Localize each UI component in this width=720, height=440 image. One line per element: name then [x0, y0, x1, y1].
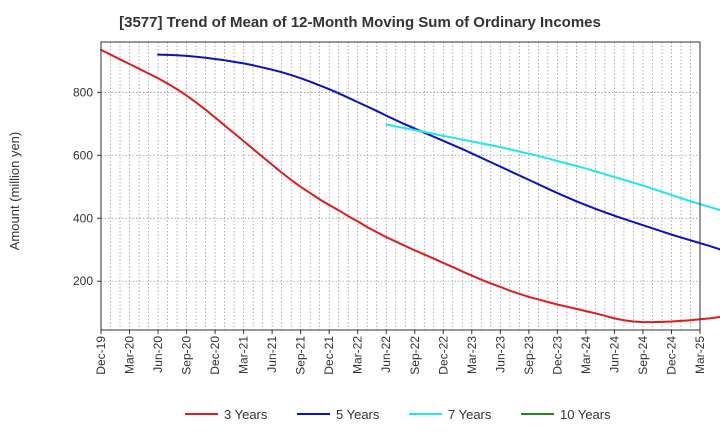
x-tick-label: Mar-20	[123, 336, 137, 374]
x-tick-label: Dec-23	[550, 336, 564, 375]
grid-layer	[101, 42, 700, 330]
y-tick-label: 600	[73, 148, 93, 162]
y-tick-label: 800	[73, 85, 93, 99]
x-tick-label: Dec-24	[664, 336, 678, 375]
y-tick-label: 200	[73, 274, 93, 288]
x-tick-label: Jun-24	[607, 336, 621, 373]
x-tick-label: Jun-20	[151, 336, 165, 373]
x-tick-label: Dec-22	[436, 336, 450, 375]
x-tick-label: Sep-24	[636, 336, 650, 375]
x-tick-label: Sep-22	[408, 336, 422, 375]
legend-label-10-years: 10 Years	[560, 407, 611, 422]
x-tick-label: Mar-22	[351, 336, 365, 374]
plot-frame	[100, 41, 701, 331]
x-tick-label: Dec-19	[94, 336, 108, 375]
series-line-5-years	[157, 53, 720, 251]
x-tick-label: Sep-20	[180, 336, 194, 375]
legend: 3 Years 5 Years 7 Years 10 Years	[185, 407, 611, 422]
tick-layer: 200 400 600 800 Dec-19 Mar-20 Jun-20 Sep-20 Dec-…	[73, 85, 707, 374]
series-layer	[100, 48, 720, 324]
chart-title: [3577] Trend of Mean of 12-Month Moving …	[119, 14, 601, 31]
series-line-7-years	[385, 123, 720, 212]
x-tick-label: Mar-24	[579, 336, 593, 374]
x-tick-label: Mar-23	[465, 336, 479, 374]
y-axis-label: Amount (million yen)	[7, 132, 22, 251]
legend-label-3-years: 3 Years	[224, 407, 268, 422]
legend-label-7-years: 7 Years	[448, 407, 492, 422]
x-tick-label: Jun-22	[379, 336, 393, 373]
x-tick-label: Sep-23	[522, 336, 536, 375]
x-tick-label: Dec-20	[208, 336, 222, 375]
x-tick-label: Jun-21	[265, 336, 279, 373]
x-tick-label: Mar-21	[237, 336, 251, 374]
series-line-3-years	[100, 48, 720, 324]
legend-label-5-years: 5 Years	[336, 407, 380, 422]
plot-area	[101, 42, 700, 330]
x-tick-label: Dec-21	[322, 336, 336, 375]
x-tick-label: Sep-21	[294, 336, 308, 375]
x-tick-label: Mar-25	[693, 336, 707, 374]
y-tick-label: 400	[73, 211, 93, 225]
x-tick-label: Jun-23	[493, 336, 507, 373]
